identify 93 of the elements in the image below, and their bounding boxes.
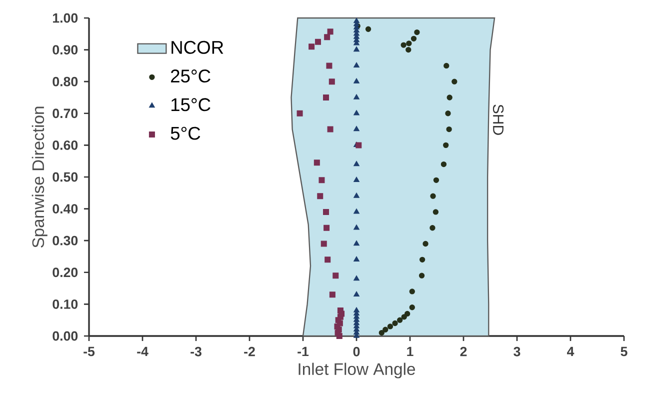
point (409, 288, 415, 294)
point (332, 272, 339, 279)
point (382, 326, 388, 332)
point (400, 42, 406, 48)
x-tick-label: 4 (567, 346, 574, 356)
point (354, 256, 360, 262)
y-tick-label: 0.90 (52, 45, 78, 55)
point (314, 160, 320, 166)
point (354, 192, 360, 198)
x-tick-label: -4 (137, 346, 148, 356)
point (414, 29, 420, 36)
point (354, 126, 360, 132)
point (326, 62, 332, 69)
x-tick-label: 1 (407, 346, 414, 356)
point (354, 240, 360, 246)
point (327, 126, 334, 132)
point (419, 256, 426, 263)
point (317, 193, 324, 200)
point (440, 161, 447, 168)
point (354, 110, 360, 116)
y-tick-label: 0.40 (52, 204, 78, 214)
point (354, 291, 360, 296)
point (433, 177, 440, 184)
point (354, 275, 360, 281)
point (324, 34, 330, 40)
point (320, 240, 327, 247)
y-tick-label: 0.70 (52, 108, 78, 118)
point (397, 317, 403, 323)
point (327, 28, 334, 35)
y-axis-title: Spanwise Direction (32, 106, 48, 248)
point (444, 62, 450, 69)
point (324, 224, 330, 231)
x-tick-label: 3 (514, 346, 520, 356)
y-tick-label: 0.30 (52, 236, 78, 246)
point (354, 62, 360, 68)
point (318, 177, 325, 184)
point (410, 36, 417, 42)
point (354, 46, 360, 52)
y-tick-label: 0.50 (52, 172, 78, 182)
point (323, 208, 330, 215)
point (324, 256, 331, 263)
point (406, 46, 412, 53)
point (354, 176, 360, 182)
point (446, 126, 452, 132)
x-tick-label: -2 (244, 346, 255, 356)
legend-label: NCOR (172, 40, 224, 54)
y-tick-label: 0.60 (52, 140, 78, 150)
point (354, 78, 360, 84)
point (378, 330, 384, 336)
point (365, 26, 372, 32)
point (308, 44, 315, 50)
x-tick-label: -1 (298, 346, 309, 356)
point (404, 310, 410, 317)
point (323, 94, 330, 100)
point (354, 224, 360, 230)
x-tick-label: 5 (620, 346, 628, 356)
point (314, 38, 321, 45)
point (430, 225, 436, 231)
point (406, 40, 412, 46)
point (328, 78, 335, 85)
point (354, 18, 360, 24)
point (409, 304, 415, 310)
point (443, 142, 449, 148)
y-tick-label: 1.00 (53, 13, 78, 23)
point (329, 292, 336, 298)
point (422, 240, 428, 247)
point (392, 320, 398, 326)
point (418, 272, 425, 278)
point (354, 94, 360, 100)
legend-label: 5°C (170, 126, 200, 140)
legend-label: 15°C (171, 98, 210, 112)
point (296, 110, 303, 116)
point (452, 78, 458, 84)
x-tick-label: 0 (353, 346, 360, 356)
point (445, 110, 451, 116)
y-tick-label: 0.00 (52, 331, 78, 341)
x-tick-label: -3 (190, 346, 202, 356)
point (337, 308, 344, 314)
point (432, 209, 439, 215)
point (387, 324, 394, 330)
point (354, 208, 360, 214)
x-axis-title: Inlet Flow Angle (298, 362, 416, 378)
y-tick-label: 0.20 (52, 268, 78, 278)
legend-label: 25°C (171, 70, 210, 83)
point (430, 193, 436, 199)
point (354, 307, 360, 312)
x-tick-label: 2 (460, 346, 467, 356)
annotation: SHD (492, 104, 504, 135)
x-tick-label: -5 (84, 346, 95, 356)
y-tick-label: 0.80 (52, 76, 78, 86)
point (446, 94, 452, 100)
y-tick-label: 0.10 (52, 299, 78, 309)
point (354, 160, 360, 166)
